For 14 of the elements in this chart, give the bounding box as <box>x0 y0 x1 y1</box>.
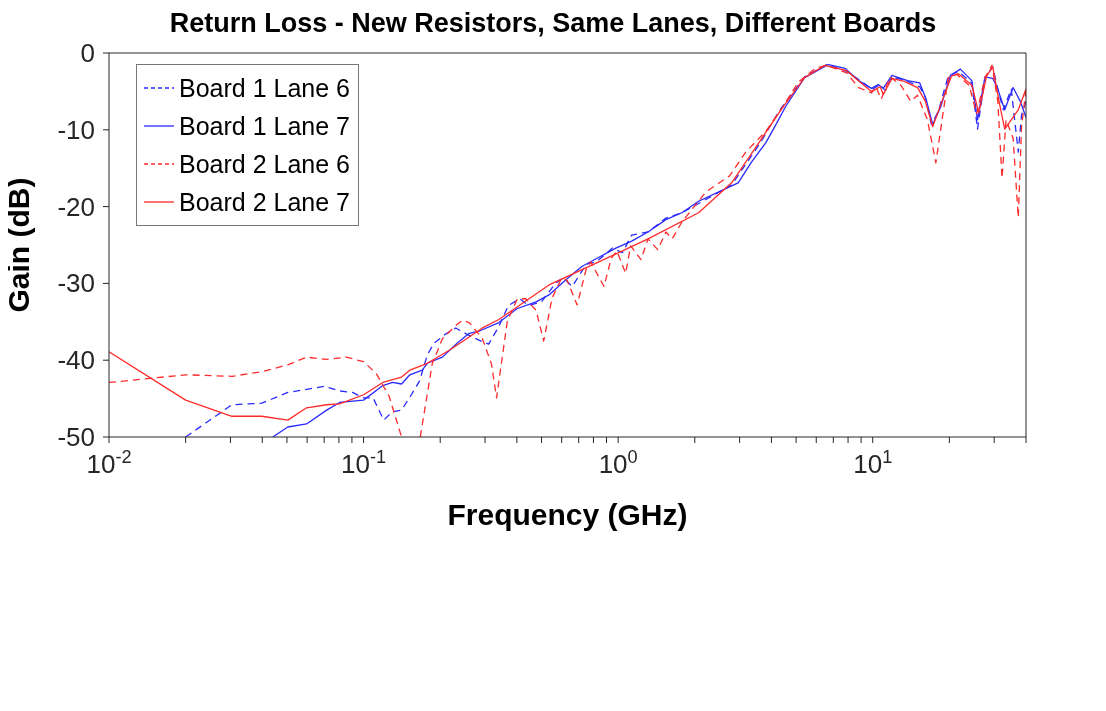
legend-label: Board 2 Lane 6 <box>179 149 350 180</box>
y-tick-label: -30 <box>57 268 95 299</box>
legend-label: Board 1 Lane 6 <box>179 73 350 104</box>
x-tick-label: 10$^{-1}$ <box>341 447 387 479</box>
y-tick-label: 0 <box>80 38 95 68</box>
y-tick-label: -20 <box>57 191 95 222</box>
y-tick-label: -40 <box>57 345 95 376</box>
y-tick-label: -10 <box>57 114 95 145</box>
legend-label: Board 1 Lane 7 <box>179 111 350 142</box>
x-tick-label: 10$^{1}$ <box>853 447 893 479</box>
x-axis-title: Frequency (GHz) <box>447 498 688 531</box>
legend-label: Board 2 Lane 7 <box>179 187 350 218</box>
x-tick-label: 10$^{0}$ <box>598 447 638 479</box>
chart-title: Return Loss - New Resistors, Same Lanes, Different Boards <box>169 8 937 38</box>
